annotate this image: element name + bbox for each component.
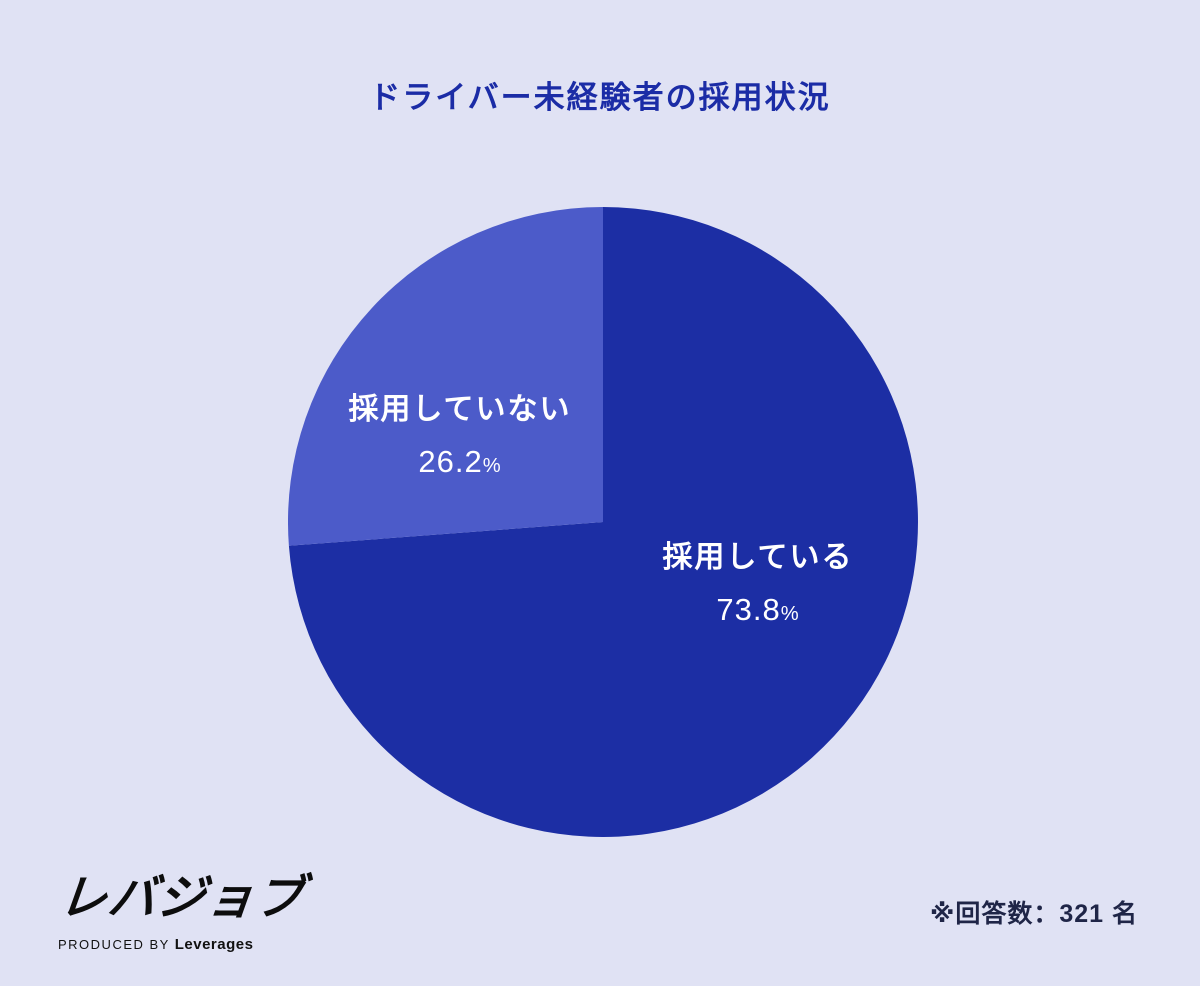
slice-percent-value-hiring: 73.8 [716, 592, 781, 627]
slice-percent-not-hiring: 26.2% [320, 444, 600, 480]
slice-name-hiring: 採用している [662, 541, 854, 574]
brand-logo: レバジョブ PRODUCED BY Leverages [56, 858, 307, 953]
slice-name-not-hiring: 採用していない [348, 393, 572, 426]
slice-label-hiring: 採用している 73.8% [628, 532, 888, 628]
company-name: Leverages [174, 936, 254, 953]
produced-by-label: PRODUCED BY [58, 937, 175, 952]
slice-percent-hiring: 73.8% [628, 592, 888, 628]
brand-logo-subtext: PRODUCED BY Leverages [58, 936, 301, 953]
chart-title: ドライバー未経験者の採用状況 [369, 80, 831, 115]
percent-unit: % [482, 455, 502, 477]
slice-label-not-hiring: 採用していない 26.2% [320, 384, 600, 480]
pie-chart [288, 207, 918, 837]
brand-logo-text: レバジョブ [56, 872, 307, 925]
pie-slice-not-hiring [288, 207, 603, 546]
slice-percent-value-not-hiring: 26.2 [418, 444, 483, 479]
pie-chart-svg [288, 207, 918, 837]
percent-unit: % [780, 603, 800, 625]
pie-slice-hiring [288, 207, 918, 837]
sample-size-note: ※回答数：321 名 [930, 900, 1138, 928]
